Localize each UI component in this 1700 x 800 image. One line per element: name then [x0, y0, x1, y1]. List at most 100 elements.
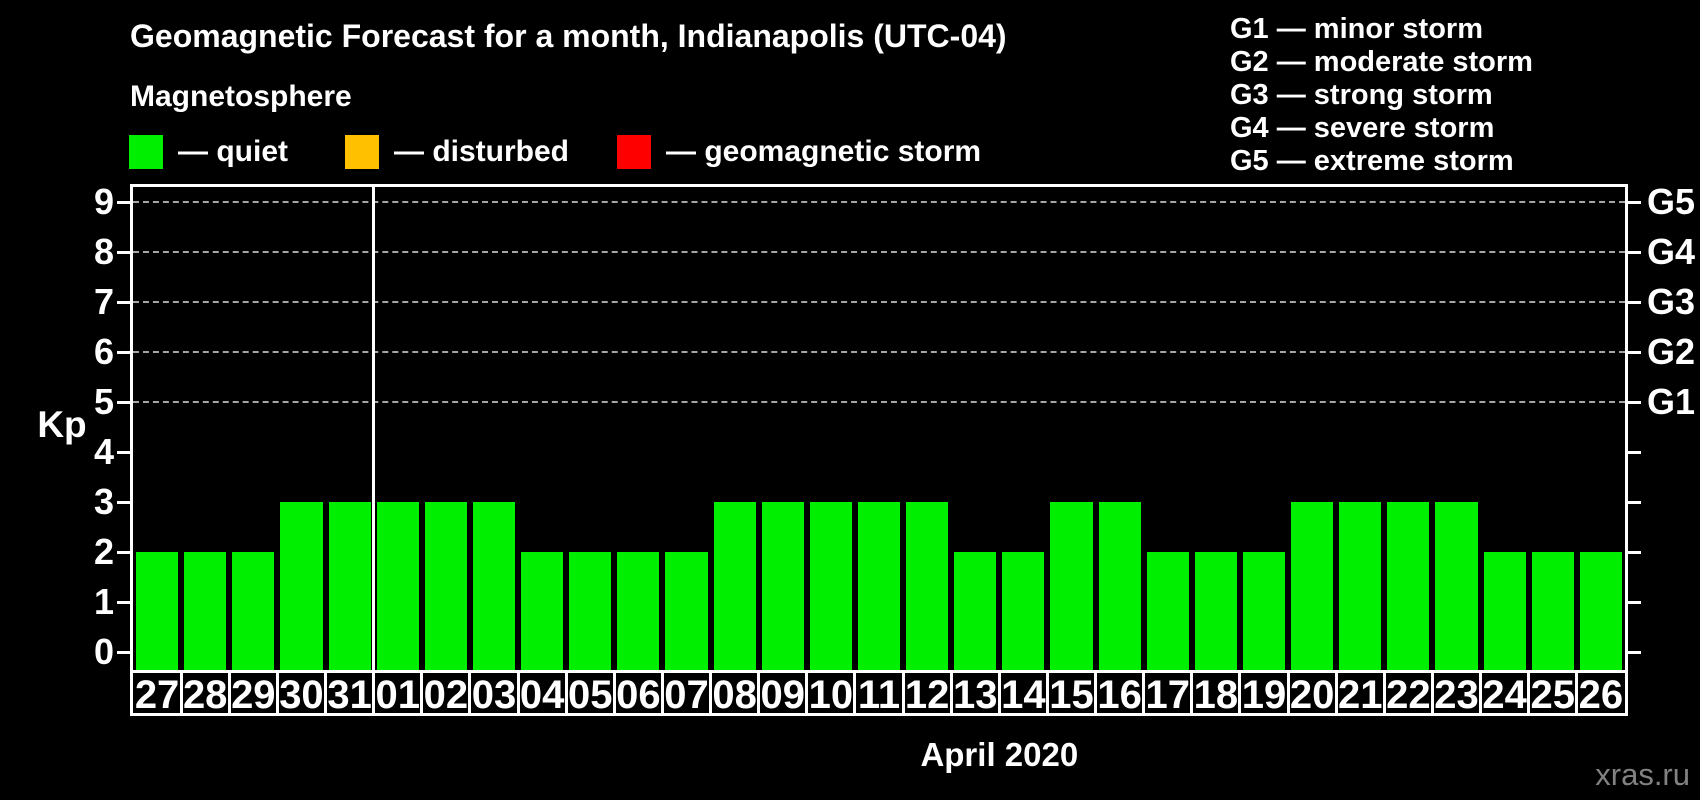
kp-bar-day-24 — [1483, 552, 1526, 670]
day-label-05: 05 — [567, 673, 613, 717]
storm-scale-line-g4: G4 — severe storm — [1230, 112, 1495, 144]
right-tick-kp6 — [1628, 350, 1641, 354]
day-label-30: 30 — [279, 673, 324, 717]
day-cell-separator — [372, 670, 376, 716]
kp-tick-label-2: 2 — [93, 531, 114, 572]
left-tick-kp2 — [117, 550, 130, 554]
day-label-26: 26 — [1578, 673, 1624, 717]
kp-bar-day-27 — [136, 552, 179, 670]
day-row-bottom-border — [130, 713, 1628, 716]
right-tick-kp1 — [1628, 600, 1641, 604]
kp-bar-day-15 — [1050, 502, 1093, 670]
kp-tick-label-4: 4 — [93, 431, 114, 472]
day-cell-separator — [468, 670, 472, 716]
left-tick-kp4 — [117, 450, 130, 454]
kp-bar-day-31 — [328, 502, 371, 670]
left-tick-kp9 — [117, 200, 130, 204]
kp-legend-item-disturbed: — disturbed — [345, 133, 569, 171]
day-label-22: 22 — [1386, 673, 1431, 717]
kp-bar-day-02 — [424, 502, 467, 670]
day-label-16: 16 — [1097, 673, 1142, 717]
day-label-24: 24 — [1482, 673, 1527, 717]
kp-bar-day-29 — [232, 552, 275, 670]
day-label-27: 27 — [134, 673, 180, 717]
kp-tick-label-0: 0 — [93, 631, 114, 672]
day-cell-separator — [275, 670, 279, 716]
kp-bar-day-20 — [1291, 502, 1334, 670]
plot-top-border — [130, 184, 1628, 187]
left-tick-kp7 — [117, 300, 130, 304]
day-cell-separator — [1334, 670, 1338, 716]
storm-scale-line-g5: G5 — extreme storm — [1230, 145, 1514, 177]
kp-tick-label-5: 5 — [93, 381, 114, 422]
left-tick-kp0 — [117, 650, 130, 654]
day-cell-separator — [1430, 670, 1434, 716]
kp-tick-label-9: 9 — [93, 181, 114, 222]
kp-bar-day-10 — [809, 502, 852, 670]
day-label-21: 21 — [1338, 673, 1383, 717]
quiet-label: — quiet — [178, 135, 288, 168]
month-label: April 2020 — [920, 736, 1079, 773]
plot-left-border — [130, 184, 133, 716]
left-tick-kp8 — [117, 250, 130, 254]
right-tick-kp4 — [1628, 450, 1641, 454]
right-tick-kp0 — [1628, 650, 1641, 654]
day-cell-separator — [1527, 670, 1531, 716]
left-tick-kp1 — [117, 600, 130, 604]
kp-bar-day-21 — [1339, 502, 1382, 670]
kp-bar-day-04 — [521, 552, 564, 670]
kp-bar-day-28 — [184, 552, 227, 670]
kp-legend-item-quiet: — quiet — [129, 133, 288, 171]
day-cell-separator — [1286, 670, 1290, 716]
watermark: xras.ru — [1595, 757, 1690, 792]
left-tick-kp6 — [117, 350, 130, 354]
storm-level-label-G2: G2 — [1647, 331, 1696, 372]
day-cell-separator — [1575, 670, 1579, 716]
kp-bar-day-14 — [1002, 552, 1045, 670]
kp-legend-item-geomagnetic-storm: — geomagnetic storm — [617, 133, 981, 171]
day-label-18: 18 — [1193, 673, 1239, 717]
kp-bar-day-16 — [1098, 502, 1141, 670]
day-cell-separator — [1479, 670, 1483, 716]
day-cell-separator — [901, 670, 905, 716]
right-tick-kp3 — [1628, 500, 1641, 504]
kp-bar-day-12 — [906, 502, 949, 670]
day-label-14: 14 — [1001, 673, 1046, 717]
disturbed-swatch — [345, 135, 379, 169]
day-cell-separator — [1094, 670, 1098, 716]
kp-tick-label-6: 6 — [93, 331, 114, 372]
storm-level-label-G4: G4 — [1647, 231, 1696, 272]
day-cell-separator — [709, 670, 713, 716]
day-label-28: 28 — [182, 673, 228, 717]
geomagnetic-storm-label: — geomagnetic storm — [666, 135, 982, 168]
storm-level-label-G1: G1 — [1647, 381, 1696, 422]
kp-bar-day-26 — [1579, 552, 1622, 670]
day-cell-separator — [564, 670, 568, 716]
kp-axis-label: Kp — [37, 404, 87, 445]
storm-scale-line-g2: G2 — moderate storm — [1230, 46, 1533, 78]
kp-bar-day-23 — [1435, 502, 1478, 670]
day-cell-separator — [1190, 670, 1194, 716]
day-label-15: 15 — [1049, 673, 1094, 717]
kp-bar-day-03 — [472, 502, 516, 670]
chart-title: Geomagnetic Forecast for a month, Indian… — [130, 18, 1007, 54]
kp-tick-label-3: 3 — [93, 481, 114, 522]
day-cell-separator — [324, 670, 328, 716]
month-boundary-line — [372, 187, 376, 670]
day-label-03: 03 — [471, 673, 517, 717]
day-cell-separator — [1142, 670, 1146, 716]
right-tick-kp8 — [1628, 250, 1641, 254]
storm-scale-legend: G1 — minor storm G2 — moderate storm G3 — … — [1230, 13, 1533, 178]
day-label-23: 23 — [1434, 673, 1479, 717]
kp-bar-day-22 — [1387, 502, 1430, 670]
kp-bar-day-06 — [617, 552, 660, 670]
day-label-29: 29 — [231, 673, 276, 717]
gridline-kp5 — [133, 401, 1625, 403]
day-cell-separator — [1238, 670, 1242, 716]
day-label-07: 07 — [664, 673, 709, 717]
kp-bar-day-01 — [376, 502, 419, 670]
day-label-19: 19 — [1241, 673, 1287, 717]
kp-bar-day-05 — [569, 552, 612, 670]
day-cell-separator — [227, 670, 231, 716]
day-label-02: 02 — [423, 673, 469, 717]
